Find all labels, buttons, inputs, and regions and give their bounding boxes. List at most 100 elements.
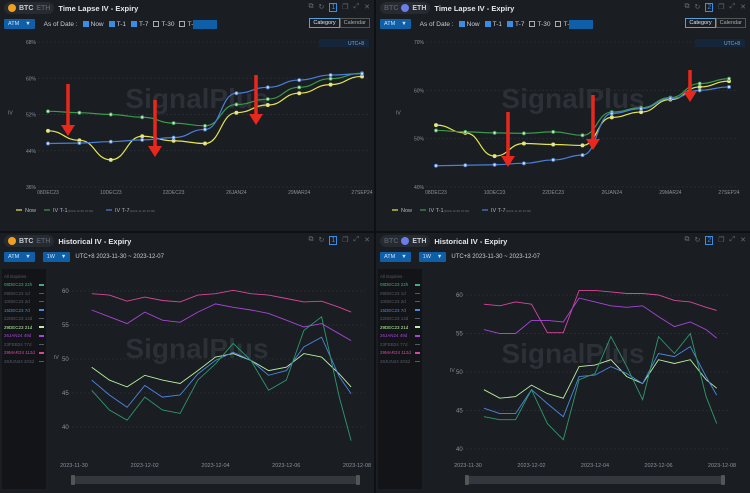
data-point[interactable]: [140, 134, 145, 139]
close-icon[interactable]: ✕: [364, 237, 370, 244]
legend-item[interactable]: 29DEC23 21d: [380, 323, 420, 332]
copy-icon[interactable]: ❐: [718, 4, 725, 11]
category-button[interactable]: Category: [685, 18, 716, 28]
checkbox-now[interactable]: Now: [82, 21, 104, 28]
data-point[interactable]: [463, 163, 468, 168]
legend-item[interactable]: 23FEB24 77d: [380, 340, 420, 349]
data-point[interactable]: [46, 141, 51, 146]
data-point[interactable]: [171, 138, 176, 143]
data-point[interactable]: [234, 110, 239, 115]
calendar-button[interactable]: Calendar: [339, 18, 370, 28]
data-point[interactable]: [521, 141, 526, 146]
data-point[interactable]: [551, 129, 556, 134]
legend-item[interactable]: 09DEC23 1d: [380, 289, 420, 298]
scrollbar-handle-left[interactable]: [71, 475, 75, 485]
coin-toggle[interactable]: BTC ETH: [4, 2, 55, 14]
legend-item[interactable]: 10DEC23 2d: [4, 298, 44, 307]
data-point[interactable]: [521, 131, 526, 136]
external-link-icon[interactable]: ⧉: [684, 3, 690, 10]
refresh-icon[interactable]: ↻: [318, 237, 325, 244]
data-point[interactable]: [140, 115, 145, 120]
checkbox-t-[interactable]: T-: [179, 21, 193, 28]
coin-toggle[interactable]: BTC ETH: [4, 235, 55, 247]
layout-icon[interactable]: 2: [705, 3, 714, 12]
legend-all-expiries[interactable]: All Expiries: [4, 272, 44, 281]
copy-icon[interactable]: ❐: [342, 4, 349, 11]
layout-icon[interactable]: 2: [705, 236, 714, 245]
data-point[interactable]: [492, 154, 497, 159]
data-point[interactable]: [297, 85, 302, 90]
legend-item[interactable]: 15DEC23 7d: [4, 306, 44, 315]
layout-icon[interactable]: 1: [329, 236, 338, 245]
legend-item[interactable]: 28JUN24 203d: [380, 357, 420, 366]
data-point[interactable]: [580, 153, 585, 158]
data-point[interactable]: [359, 71, 364, 76]
checkbox-t-30[interactable]: T-30: [153, 21, 174, 28]
period-select[interactable]: 1W ▼: [42, 252, 71, 262]
legend-item[interactable]: 29DEC23 21d: [4, 323, 44, 332]
expand-icon[interactable]: ⤢: [729, 236, 736, 243]
external-link-icon[interactable]: ⧉: [684, 236, 690, 243]
data-point[interactable]: [77, 110, 82, 115]
coin-option-eth[interactable]: ETH: [412, 4, 427, 12]
data-point[interactable]: [726, 84, 731, 89]
data-point[interactable]: [639, 106, 644, 111]
range-scrollbar[interactable]: [72, 476, 359, 484]
checkbox-t-1[interactable]: T-1: [484, 21, 502, 28]
atm-select[interactable]: ATM ▼: [380, 252, 411, 262]
copy-icon[interactable]: ❐: [342, 237, 349, 244]
scrollbar-handle-left[interactable]: [465, 475, 469, 485]
legend-item[interactable]: 09DEC23 1d: [4, 289, 44, 298]
data-point[interactable]: [108, 139, 113, 144]
legend-item[interactable]: IV T-7(2023-11-30 16:00): [115, 208, 155, 214]
custom-days-input[interactable]: [193, 19, 218, 29]
coin-option-eth[interactable]: ETH: [36, 4, 51, 12]
data-point[interactable]: [492, 162, 497, 167]
data-point[interactable]: [46, 109, 51, 114]
data-point[interactable]: [77, 141, 82, 146]
legend-all-expiries[interactable]: All Expiries: [380, 272, 420, 281]
legend-item[interactable]: IV T-7(2023-11-30 16:00): [491, 208, 531, 214]
refresh-icon[interactable]: ↻: [318, 4, 325, 11]
coin-toggle[interactable]: BTC ETH: [380, 2, 431, 14]
data-point[interactable]: [434, 123, 439, 128]
coin-option-btc[interactable]: BTC: [19, 237, 34, 245]
refresh-icon[interactable]: ↻: [694, 4, 701, 11]
legend-item[interactable]: 28JUN24 203d: [4, 357, 44, 366]
external-link-icon[interactable]: ⧉: [308, 236, 314, 243]
data-point[interactable]: [492, 130, 497, 135]
data-point[interactable]: [202, 123, 207, 128]
expand-icon[interactable]: ⤢: [353, 236, 360, 243]
data-point[interactable]: [171, 121, 176, 126]
legend-item[interactable]: IV T-1(2023-12-06 16:00): [53, 208, 93, 214]
data-point[interactable]: [108, 157, 113, 162]
coin-option-eth[interactable]: ETH: [412, 237, 427, 245]
data-point[interactable]: [328, 73, 333, 78]
data-point[interactable]: [434, 128, 439, 133]
data-point[interactable]: [697, 81, 702, 86]
data-point[interactable]: [726, 76, 731, 81]
close-icon[interactable]: ✕: [740, 4, 746, 11]
data-point[interactable]: [108, 112, 113, 117]
legend-item[interactable]: 26JAN24 49d: [4, 332, 44, 341]
data-point[interactable]: [639, 110, 644, 115]
legend-item[interactable]: 15DEC23 7d: [380, 306, 420, 315]
data-point[interactable]: [434, 163, 439, 168]
category-button[interactable]: Category: [309, 18, 340, 28]
external-link-icon[interactable]: ⧉: [308, 3, 314, 10]
data-point[interactable]: [265, 102, 270, 107]
data-point[interactable]: [697, 84, 702, 89]
data-point[interactable]: [234, 91, 239, 96]
legend-item[interactable]: 26JAN24 49d: [380, 332, 420, 341]
checkbox-t-1[interactable]: T-1: [108, 21, 126, 28]
data-point[interactable]: [140, 137, 145, 142]
legend-item[interactable]: 22DEC23 14d: [4, 315, 44, 324]
data-point[interactable]: [328, 82, 333, 87]
copy-icon[interactable]: ❐: [718, 237, 725, 244]
layout-icon[interactable]: 1: [329, 3, 338, 12]
atm-select[interactable]: ATM ▼: [380, 19, 411, 29]
legend-item[interactable]: 23FEB24 77d: [4, 340, 44, 349]
data-point[interactable]: [609, 111, 614, 116]
data-point[interactable]: [297, 91, 302, 96]
legend-item[interactable]: 10DEC23 2d: [380, 298, 420, 307]
